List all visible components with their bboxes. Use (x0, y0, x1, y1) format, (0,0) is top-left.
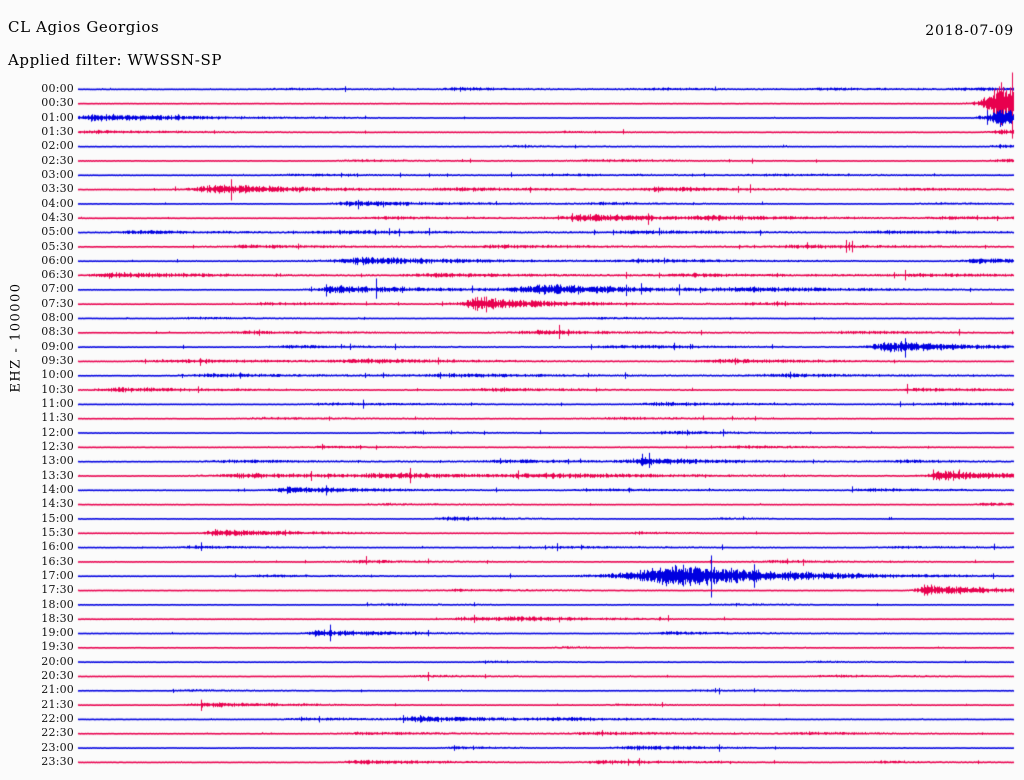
seismogram-traces (0, 0, 1024, 780)
helicorder-page: CL Agios Georgios 2018-07-09 Applied fil… (0, 0, 1024, 780)
